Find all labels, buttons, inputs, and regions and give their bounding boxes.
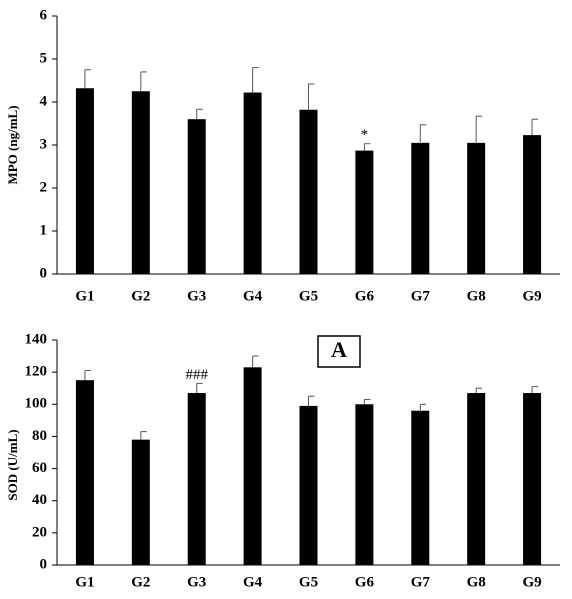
panel-label: A <box>331 337 347 362</box>
bar <box>355 404 374 565</box>
y-tick-label: 3 <box>40 136 48 152</box>
bar <box>131 439 150 565</box>
x-tick-label: G6 <box>355 288 375 304</box>
bar <box>131 91 150 274</box>
x-tick-label: G1 <box>75 288 94 304</box>
x-tick-label: G8 <box>467 574 486 590</box>
y-tick-label: 5 <box>40 50 48 66</box>
y-tick-label: 80 <box>32 428 47 444</box>
y-axis-title: SOD (U/mL) <box>5 429 20 500</box>
x-tick-label: G2 <box>131 574 150 590</box>
bar <box>411 142 430 274</box>
x-tick-label: G7 <box>411 574 431 590</box>
x-tick-label: G2 <box>131 288 150 304</box>
y-tick-label: 6 <box>40 7 48 23</box>
y-tick-label: 2 <box>40 179 48 195</box>
bar <box>299 405 318 565</box>
panel-box <box>317 335 361 368</box>
y-tick-label: 0 <box>40 265 48 281</box>
x-tick-label: G4 <box>243 288 263 304</box>
bar <box>523 393 542 565</box>
bar <box>467 142 486 274</box>
x-tick-label: G1 <box>75 574 94 590</box>
x-tick-label: G3 <box>187 574 206 590</box>
bar <box>243 92 262 274</box>
x-tick-label: G7 <box>411 288 431 304</box>
x-tick-label: G9 <box>522 288 541 304</box>
y-tick-label: 100 <box>25 396 48 412</box>
x-tick-label: G3 <box>187 288 206 304</box>
bar <box>75 88 94 275</box>
y-tick-label: 1 <box>40 222 48 238</box>
x-tick-label: G5 <box>299 288 318 304</box>
y-tick-label: 0 <box>40 556 48 572</box>
bar <box>355 150 374 274</box>
y-tick-label: 20 <box>32 524 47 540</box>
y-tick-label: 140 <box>25 331 48 347</box>
y-tick-label: 40 <box>32 492 47 508</box>
annotation: ### <box>185 367 208 383</box>
bar <box>187 393 206 565</box>
bar <box>243 367 262 565</box>
y-tick-label: 4 <box>40 93 48 109</box>
x-tick-label: G5 <box>299 574 318 590</box>
x-tick-label: G4 <box>243 574 263 590</box>
bar <box>523 135 542 274</box>
annotation: * <box>361 127 369 143</box>
bar <box>299 109 318 275</box>
y-tick-label: 60 <box>32 460 47 476</box>
bar <box>467 393 486 565</box>
x-tick-label: G9 <box>522 574 541 590</box>
x-tick-label: G8 <box>467 288 486 304</box>
y-tick-label: 120 <box>25 364 48 380</box>
x-tick-label: G6 <box>355 574 375 590</box>
bar <box>411 410 430 565</box>
bar <box>187 119 206 274</box>
y-axis-title: MPO (ng/mL) <box>5 105 20 184</box>
bar <box>75 380 94 565</box>
